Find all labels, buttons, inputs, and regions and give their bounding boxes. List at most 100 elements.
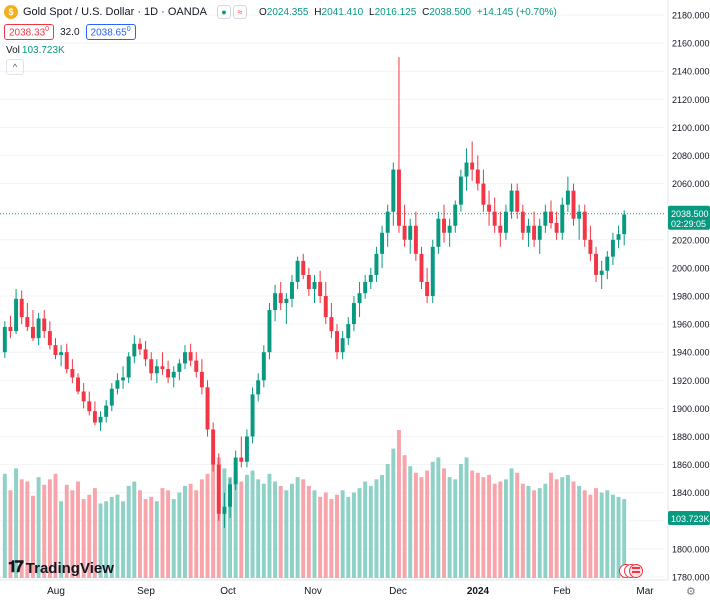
volume-bar (515, 473, 519, 578)
candle-body (555, 223, 559, 233)
close-value: 2038.500 (429, 7, 471, 18)
candle-body (262, 352, 266, 380)
volume-bar (177, 492, 181, 578)
time-tick-label: Feb (553, 586, 571, 597)
candle-body (172, 372, 176, 378)
candle-body (194, 361, 198, 372)
market-open-icon[interactable]: ● (217, 5, 231, 19)
candle-body (37, 318, 41, 338)
candle-body (8, 327, 12, 331)
candle-body (177, 363, 181, 371)
market-flag-icon[interactable] (618, 563, 644, 579)
candle-body (48, 331, 52, 345)
volume-bar (307, 486, 311, 578)
gold-logo-icon: $ (4, 5, 18, 19)
candle-body (363, 282, 367, 293)
compare-icon[interactable]: ≈ (233, 5, 247, 19)
candle-body (476, 170, 480, 184)
gear-icon[interactable]: ⚙ (686, 585, 696, 598)
candle-body (3, 327, 7, 352)
candle-body (70, 369, 74, 377)
volume-bar (521, 484, 525, 578)
candle-body (245, 437, 249, 462)
candle-body (493, 212, 497, 226)
volume-bar (380, 475, 384, 578)
volume-bar (369, 486, 373, 578)
candle-body (515, 191, 519, 212)
price-tick-label: 1800.000 (672, 544, 710, 554)
candle-body (459, 177, 463, 205)
volume-bar (510, 468, 514, 578)
volume-bar (600, 492, 604, 578)
price-tick-label: 2140.000 (672, 67, 710, 77)
volume-bar (256, 479, 260, 578)
chart-header: $ Gold Spot / U.S. Dollar · 1D · OANDA ●… (4, 5, 560, 19)
last-price-label: 2038.500 (671, 209, 709, 219)
candle-body (211, 429, 215, 464)
volume-bar (144, 499, 148, 578)
candle-body (290, 282, 294, 299)
candle-body (284, 299, 288, 303)
price-tick-label: 2180.000 (672, 11, 710, 21)
time-tick-label: Sep (137, 586, 155, 597)
candle-body (617, 234, 621, 240)
candle-body (560, 205, 564, 233)
candle-body (431, 247, 435, 296)
volume-bar (442, 468, 446, 578)
price-tick-label: 1780.000 (672, 573, 710, 583)
candle-body (155, 366, 159, 373)
candle-body (566, 191, 570, 205)
spread-value: 32.0 (60, 27, 79, 38)
candle-body (352, 303, 356, 324)
buy-button[interactable]: 2038.650 (86, 24, 136, 40)
volume-bar (324, 492, 328, 578)
countdown-label: 02:29:05 (671, 219, 706, 229)
volume-bar (374, 479, 378, 578)
low-value: 2016.125 (375, 7, 417, 18)
symbol-title[interactable]: Gold Spot / U.S. Dollar · 1D · OANDA (23, 6, 207, 18)
candle-body (189, 352, 193, 360)
volume-bar (403, 455, 407, 578)
candle-body (358, 293, 362, 303)
volume-bar (414, 473, 418, 578)
volume-bar (431, 462, 435, 578)
candle-body (487, 205, 491, 212)
tradingview-logo[interactable]: 𝟏𝟕 TradingView (8, 559, 114, 577)
candle-body (436, 219, 440, 247)
candle-body (369, 275, 373, 282)
sell-button[interactable]: 2038.330 (4, 24, 54, 40)
volume-bar (611, 495, 615, 578)
candle-body (200, 372, 204, 387)
volume-bar (183, 486, 187, 578)
candle-body (87, 401, 91, 411)
candle-body (183, 352, 187, 363)
candle-body (538, 226, 542, 240)
volume-bar (358, 488, 362, 578)
volume-bar (245, 475, 249, 578)
volume-bar (470, 471, 474, 578)
volume-bar (166, 490, 170, 578)
candle-body (104, 406, 108, 417)
volume-bar (555, 479, 559, 578)
price-tick-label: 2000.000 (672, 263, 710, 273)
candle-body (217, 465, 221, 514)
volume-bar (465, 457, 469, 578)
time-tick-label: Oct (220, 586, 236, 597)
volume-bar (341, 490, 345, 578)
candle-body (228, 484, 232, 506)
chevron-up-icon[interactable]: ^ (6, 59, 24, 75)
volume-bar (352, 492, 356, 578)
volume-bar (172, 499, 176, 578)
candle-body (470, 163, 474, 170)
price-tick-label: 2060.000 (672, 179, 710, 189)
candle-body (234, 458, 238, 485)
candle-body (420, 254, 424, 282)
volume-legend[interactable]: Vol 103.723K (6, 45, 65, 56)
time-tick-label: 2024 (467, 586, 490, 597)
open-value: 2024.355 (267, 7, 309, 18)
candle-body (54, 345, 58, 355)
volume-bar (290, 484, 294, 578)
price-tick-label: 1900.000 (672, 404, 710, 414)
volume-bar (318, 497, 322, 578)
